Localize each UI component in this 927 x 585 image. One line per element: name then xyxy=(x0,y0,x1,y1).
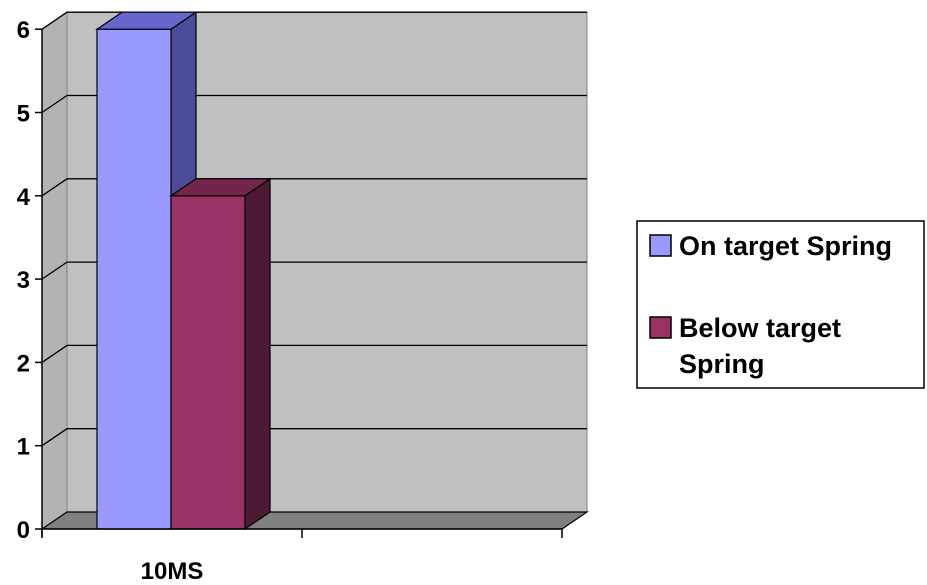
bar xyxy=(96,28,172,530)
legend-label: Below target Spring xyxy=(679,313,841,379)
gridline xyxy=(41,344,587,363)
gridline xyxy=(41,94,587,114)
y-tick-label: 2 xyxy=(17,350,30,377)
bar-top xyxy=(169,178,272,197)
gridline xyxy=(41,261,587,280)
y-tick-label: 5 xyxy=(17,101,30,128)
legend: On target Spring Below target Spring xyxy=(636,220,925,389)
bar xyxy=(170,195,246,530)
legend-swatch xyxy=(649,316,672,339)
bar-top xyxy=(95,11,198,30)
legend-label: On target Spring xyxy=(679,231,892,261)
axes: 0 1 2 3 4 5 6 10MS xyxy=(17,17,563,585)
gridline xyxy=(41,428,587,447)
legend-swatch xyxy=(649,234,672,257)
x-tick-label: 10MS xyxy=(141,558,204,585)
y-tick-label: 0 xyxy=(17,517,30,544)
y-tick-label: 6 xyxy=(17,17,30,44)
legend-box xyxy=(636,220,925,389)
gridline xyxy=(41,178,587,197)
y-tick-label: 3 xyxy=(17,267,30,294)
gridline xyxy=(41,11,587,30)
y-tick-label: 1 xyxy=(17,434,30,461)
bar-side xyxy=(244,177,271,531)
bars xyxy=(95,11,272,531)
y-tick-label: 4 xyxy=(17,184,31,211)
